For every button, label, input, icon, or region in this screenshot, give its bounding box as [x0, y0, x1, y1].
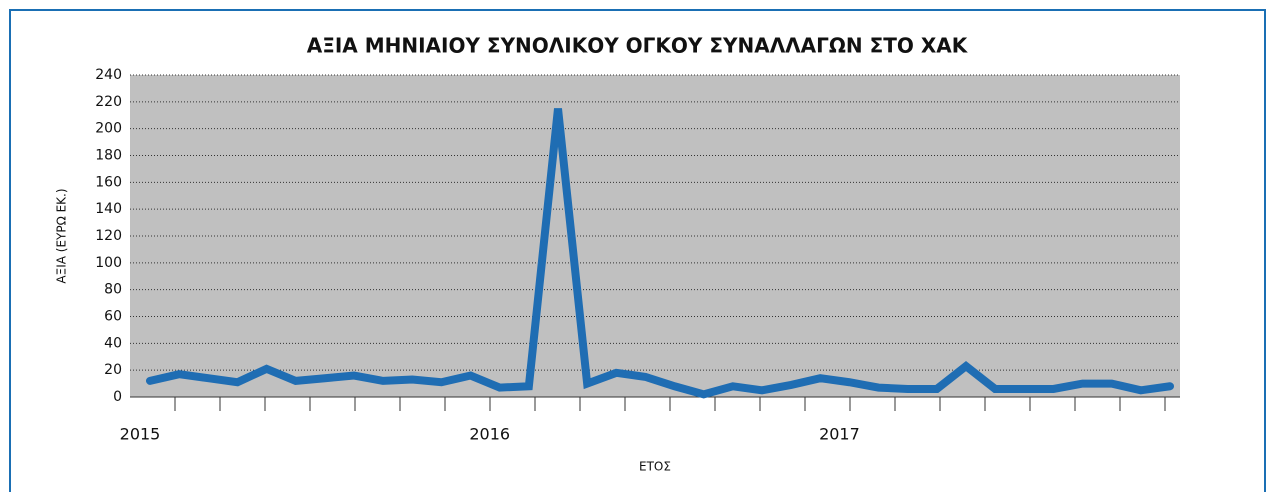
y-tick-label: 120	[95, 228, 122, 244]
x-tick-label: 2015	[120, 425, 161, 444]
y-tick-label: 0	[113, 389, 122, 405]
y-tick-label: 180	[95, 148, 122, 164]
y-tick-label: 240	[95, 67, 122, 83]
y-axis-label: ΑΞΙΑ (ΕΥΡΩ ΕΚ.)	[55, 188, 69, 283]
y-tick-label: 220	[95, 94, 122, 110]
data-line	[146, 108, 1174, 399]
y-tick-label: 200	[95, 121, 122, 137]
x-tick-label: 2017	[819, 425, 860, 444]
y-tick-label: 160	[95, 174, 122, 190]
y-tick-label: 80	[104, 282, 122, 298]
x-axis-label: ΕΤΟΣ	[639, 460, 671, 474]
y-tick-label: 40	[104, 335, 122, 351]
y-tick-label: 140	[95, 201, 122, 217]
x-tick-label: 2016	[469, 425, 510, 444]
frame	[9, 9, 1266, 492]
y-tick-label: 20	[104, 362, 122, 378]
y-tick-label: 60	[104, 309, 122, 325]
chart-title: ΑΞΙΑ ΜΗΝΙΑΙΟΥ ΣΥΝΟΛΙΚΟΥ ΟΓΚΟΥ ΣΥΝΑΛΛΑΓΩΝ…	[307, 34, 969, 58]
y-tick-label: 100	[95, 255, 122, 271]
